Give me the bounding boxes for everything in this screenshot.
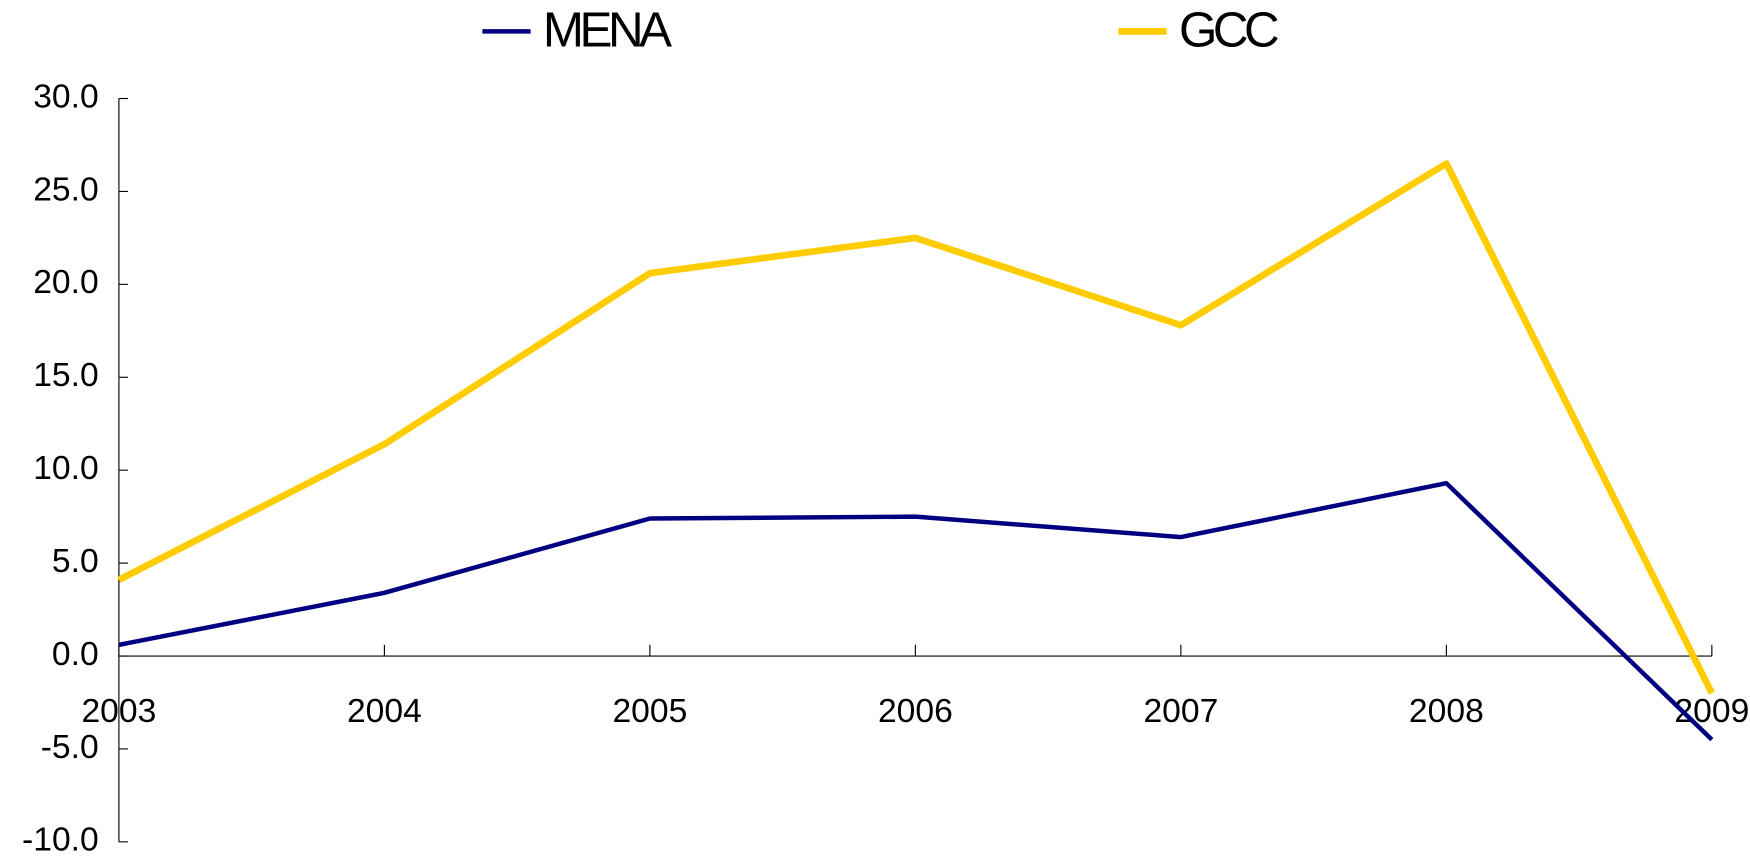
y-tick-label: -5.0 [41, 729, 99, 766]
legend-label: MENA [543, 3, 672, 58]
series-line [118, 480, 1714, 742]
x-tick-label: 2006 [878, 693, 953, 730]
y-tick-label: 30.0 [33, 78, 98, 115]
x-tick-label: 2007 [1143, 693, 1218, 730]
x-tick-label: 2009 [1674, 693, 1749, 730]
series-line [117, 160, 1715, 695]
x-tick-label: 2005 [612, 693, 687, 730]
y-tick-label: 10.0 [33, 450, 98, 487]
y-tick-label: -10.0 [22, 822, 99, 859]
x-tick-label: 2008 [1409, 693, 1484, 730]
y-tick-label: 25.0 [33, 171, 98, 208]
y-tick-label: 0.0 [52, 636, 99, 673]
y-tick-label: 5.0 [52, 543, 99, 580]
x-tick-label: 2003 [81, 693, 156, 730]
legend-label: GCC [1179, 3, 1278, 58]
y-tick-label: 20.0 [33, 264, 98, 301]
y-tick-label: 15.0 [33, 357, 98, 394]
x-tick-label: 2004 [347, 693, 422, 730]
